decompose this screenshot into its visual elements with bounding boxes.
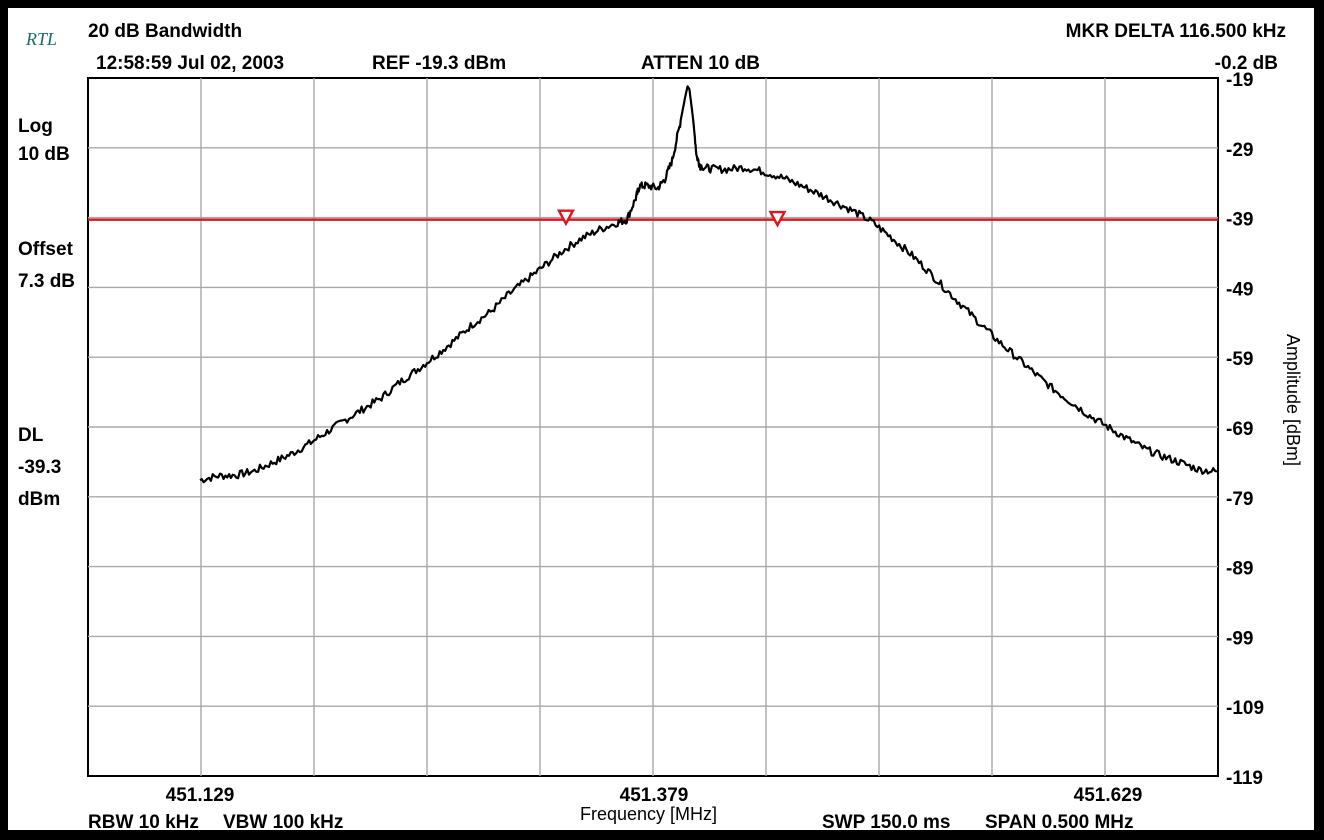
marker-group — [556, 209, 787, 228]
trace — [199, 85, 1218, 484]
y-tick-label: -49 — [1226, 279, 1253, 300]
y-tick-label: -99 — [1226, 628, 1253, 649]
display-line-value: -39.3 — [18, 457, 62, 478]
y-tick-labels: -19 -29 -39 -49 -59 -69 -79 -89 -99 -109 -119 — [1226, 70, 1264, 789]
attenuation: ATTEN 10 dB — [641, 53, 760, 74]
frequency-span: SPAN 0.500 MHz — [985, 812, 1134, 833]
timestamp: 12:58:59 Jul 02, 2003 — [96, 53, 285, 74]
scale-mode: Log — [18, 116, 53, 137]
video-bandwidth: VBW 100 kHz — [223, 812, 344, 833]
x-tick-label: 451.129 — [166, 785, 235, 806]
y-tick-label: -119 — [1226, 768, 1263, 789]
scale-per-division: 10 dB — [18, 144, 70, 165]
marker-1 — [556, 209, 575, 227]
trace-line — [199, 85, 1218, 484]
marker-2 — [768, 210, 787, 228]
resolution-bandwidth: RBW 10 kHz — [88, 812, 199, 833]
x-tick-labels: 451.129 451.379 451.629 — [166, 785, 1143, 806]
y-tick-label: -109 — [1226, 698, 1264, 719]
plot-grid — [87, 77, 1219, 777]
x-tick-label: 451.629 — [1074, 785, 1143, 806]
y-tick-label: -89 — [1226, 559, 1253, 580]
offset-value: 7.3 dB — [18, 271, 76, 292]
x-axis-title: Frequency [MHz] — [580, 804, 718, 824]
y-tick-label: -19 — [1226, 70, 1253, 91]
sweep-time: SWP 150.0 ms — [822, 812, 951, 833]
y-tick-label: -69 — [1226, 419, 1253, 440]
y-tick-label: -39 — [1226, 210, 1253, 231]
x-tick-label: 451.379 — [620, 785, 689, 806]
display-line-label: DL — [18, 425, 44, 446]
marker-delta-amplitude: -0.2 dB — [1214, 53, 1278, 74]
reference-level: REF -19.3 dBm — [372, 53, 507, 74]
offset-label: Offset — [18, 239, 73, 260]
rtl-logo: RTL — [26, 29, 58, 49]
y-tick-label: -59 — [1226, 349, 1253, 370]
display-line-unit: dBm — [18, 489, 61, 510]
screen-title: 20 dB Bandwidth — [88, 21, 243, 42]
y-tick-label: -79 — [1226, 489, 1253, 510]
marker-delta-frequency: MKR DELTA 116.500 kHz — [1065, 21, 1286, 42]
y-tick-label: -29 — [1226, 140, 1253, 161]
